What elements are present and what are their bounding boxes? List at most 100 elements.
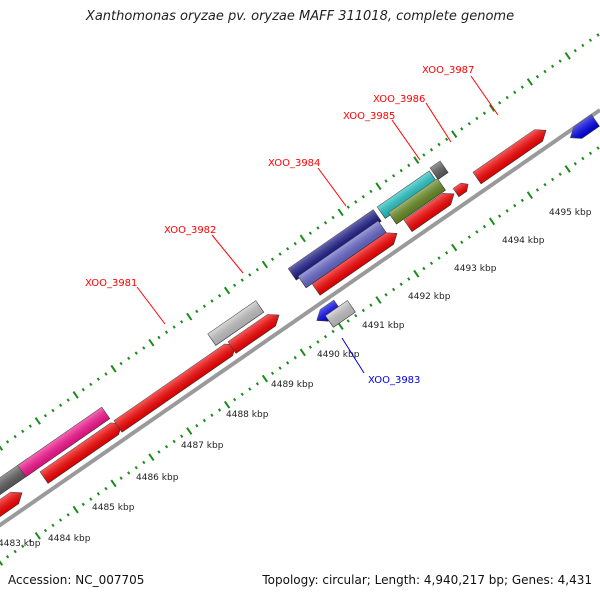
outer-tick — [248, 273, 252, 277]
inner-tick — [142, 460, 146, 465]
gene-feature-gray-3983[interactable] — [324, 300, 356, 328]
outer-tick — [255, 267, 259, 272]
outer-tick — [323, 221, 328, 225]
ruler-label: 4489 kbp — [271, 380, 314, 390]
outer-tick — [28, 424, 32, 428]
inner-tick — [89, 497, 93, 501]
outer-tick — [34, 417, 41, 425]
gene-feature-red-lower-1[interactable] — [0, 487, 26, 527]
gene-label-xoo-3984[interactable]: XOO_3984 — [268, 158, 320, 169]
inner-tick — [429, 261, 434, 266]
gene-feature-red-lower-6[interactable] — [403, 188, 458, 232]
outer-tick — [223, 286, 231, 295]
gene-feature-olive[interactable] — [388, 178, 446, 225]
gene-label-xoo-3987[interactable]: XOO_3987 — [422, 65, 474, 76]
gene-feature-magenta[interactable] — [17, 406, 111, 478]
outer-tick — [148, 338, 155, 347]
inner-tick — [497, 214, 502, 218]
genome-summary-text: Topology: circular; Length: 4,940,217 bp… — [262, 573, 592, 587]
inner-tick — [255, 382, 259, 386]
inner-tick — [28, 539, 32, 543]
inner-tick — [127, 471, 131, 475]
callout-line-xoo-3986 — [425, 102, 452, 143]
gene-feature-navy-3984[interactable] — [287, 209, 382, 281]
outer-tick — [422, 153, 426, 157]
outer-tick — [354, 200, 358, 204]
gene-feature-red-lower-7[interactable] — [452, 180, 471, 198]
gene-feature-darkgray-3986[interactable] — [429, 160, 449, 180]
ruler-label: 4484 kbp — [48, 534, 91, 544]
gene-features — [0, 114, 600, 527]
outer-tick — [535, 75, 540, 79]
outer-tick — [588, 38, 593, 42]
gene-feature-blue-2[interactable] — [566, 114, 600, 144]
ruler-labels: 4483 kbp 4484 kbp 4485 kbp 4486 kbp 4487 kbp… — [0, 208, 592, 549]
inner-tick — [573, 162, 577, 166]
inner-tick — [157, 450, 161, 454]
inner-tick — [299, 348, 306, 357]
outer-tick — [497, 101, 502, 105]
outer-tick — [573, 48, 577, 53]
gene-feature-red-lower-8[interactable] — [472, 125, 550, 185]
ruler-label: 4493 kbp — [454, 264, 497, 274]
gene-feature-red-lower-3[interactable] — [113, 339, 240, 433]
gene-label-xoo-3982[interactable]: XOO_3982 — [164, 225, 216, 236]
outer-tick — [119, 361, 123, 366]
outer-tick — [81, 387, 85, 392]
gene-feature-gray-3982[interactable] — [207, 300, 265, 346]
gene-feature-red-lower-4[interactable] — [227, 309, 283, 354]
inner-tick — [180, 434, 184, 438]
inner-tick — [195, 424, 199, 428]
gene-label-xoo-3981[interactable]: XOO_3981 — [85, 278, 137, 289]
callout-line-xoo-3985 — [391, 119, 421, 161]
inner-tick — [21, 544, 25, 548]
outer-tick — [316, 226, 320, 230]
outer-tick — [543, 69, 547, 74]
callout-line-xoo-3987 — [470, 75, 499, 116]
inner-tick — [375, 296, 382, 304]
outer-tick — [104, 372, 108, 376]
outer-tick — [513, 90, 517, 95]
inner-tick — [558, 172, 562, 176]
gene-label-xoo-3985[interactable]: XOO_3985 — [343, 111, 395, 122]
ruler-label: 4492 kbp — [408, 292, 451, 302]
outer-tick — [217, 294, 222, 298]
inner-tick — [202, 418, 206, 423]
inner-tick — [505, 209, 509, 213]
outer-tick — [451, 130, 458, 138]
outer-tick — [558, 59, 562, 63]
ruler-label: 4495 kbp — [549, 208, 592, 218]
inner-tick — [96, 492, 101, 496]
gene-label-xoo-3986[interactable]: XOO_3986 — [373, 94, 425, 105]
outer-tick — [444, 137, 449, 142]
inner-tick — [581, 156, 585, 161]
inner-tick — [223, 400, 231, 409]
outer-tick — [564, 52, 571, 60]
outer-tick — [399, 168, 403, 173]
outer-tick — [110, 364, 117, 373]
inner-tick — [392, 287, 396, 292]
inner-tick — [51, 523, 55, 528]
gene-callouts: XOO_3981 XOO_3982 XOO_3983 XOO_3984 XOO_… — [85, 65, 499, 386]
inner-tick — [337, 322, 344, 331]
outer-tick — [526, 78, 533, 86]
outer-tick — [72, 390, 79, 399]
inner-tick — [164, 444, 169, 449]
outer-tick — [375, 182, 382, 191]
outer-tick — [286, 247, 290, 251]
gene-feature-slate[interactable] — [297, 220, 387, 289]
inner-tick — [316, 340, 320, 344]
inner-tick — [119, 476, 123, 480]
inner-tick — [72, 505, 79, 514]
inner-tick — [550, 177, 555, 182]
outer-tick — [96, 377, 101, 381]
gene-label-xoo-3983[interactable]: XOO_3983 — [368, 375, 420, 386]
inner-tick — [248, 387, 252, 391]
inner-tick — [488, 217, 496, 226]
inner-tick — [34, 531, 41, 540]
inner-tick — [407, 277, 411, 281]
outer-tick — [195, 309, 199, 314]
inner-tick — [413, 269, 420, 278]
callout-line-xoo-3984 — [317, 167, 347, 207]
outer-tick — [346, 205, 350, 209]
